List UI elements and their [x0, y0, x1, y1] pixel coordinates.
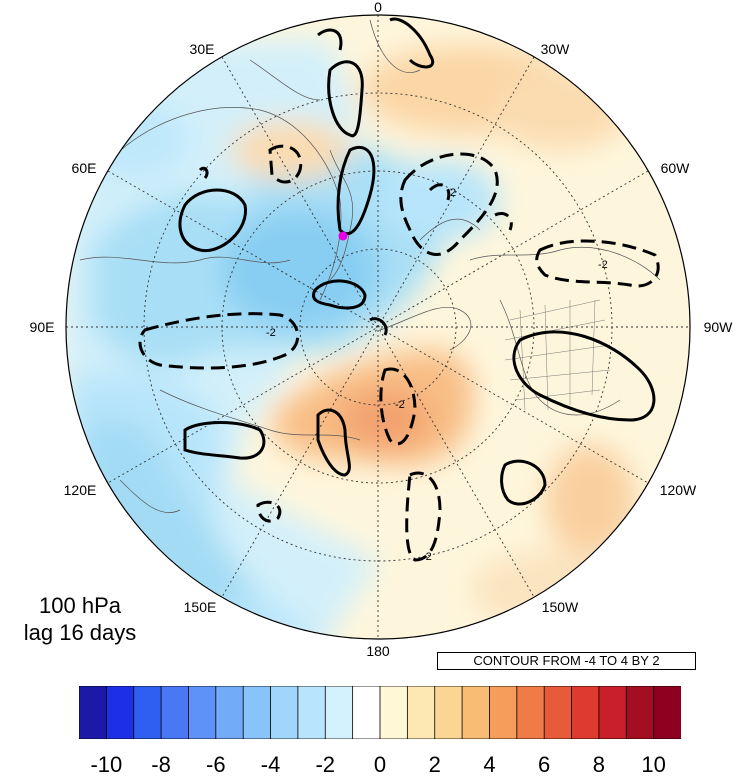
colorbar-swatch	[324, 686, 354, 739]
lon-label-120w: 120W	[660, 482, 697, 498]
colorbar-tick-label: -6	[206, 752, 226, 777]
colorbar-swatch	[297, 686, 326, 739]
lon-label-150w: 150W	[542, 599, 579, 615]
colorbar	[79, 686, 681, 739]
colorbar-swatch	[270, 686, 299, 739]
negative-contours	[138, 144, 660, 562]
colorbar-swatch	[215, 686, 244, 739]
colorbar-tick-label: -10	[90, 752, 123, 777]
longitude-labels: 0 30W 60W 90W 120W 150W 180 150E 120E 90…	[30, 0, 734, 659]
colorbar-tick-label: 8	[592, 752, 606, 777]
contour-info-box: CONTOUR FROM -4 TO 4 BY 2	[437, 652, 696, 670]
lon-label-30w: 30W	[541, 41, 571, 57]
contour-labels: -2 2 -2 -2 -2	[266, 187, 608, 563]
colorbar-swatch	[379, 686, 409, 739]
lon-label-90w: 90W	[704, 319, 734, 335]
colorbar-swatch	[79, 686, 108, 739]
positive-contours	[178, 17, 656, 506]
lon-label-180: 180	[366, 643, 390, 659]
colorbar-swatch	[571, 686, 600, 739]
contour-label: -2	[598, 259, 608, 271]
colorbar-swatch	[543, 686, 573, 739]
lon-label-30e: 30E	[190, 41, 215, 57]
caption-lag: lag 16 days	[23, 620, 137, 645]
colorbar-swatch	[352, 686, 381, 739]
colorbar-swatch	[133, 686, 162, 739]
colorbar-swatch	[160, 686, 190, 739]
colorbar-swatch	[242, 686, 272, 739]
colorbar-swatch	[516, 686, 545, 739]
caption-level: 100 hPa	[39, 593, 121, 618]
colorbar-swatch	[188, 686, 217, 739]
colorbar-tick-label: -4	[260, 752, 281, 777]
colorbar-swatch	[625, 686, 655, 739]
contour-label: -2	[266, 327, 276, 339]
colorbar-swatch	[461, 686, 491, 739]
contour-label: 2	[450, 187, 456, 199]
region-grid	[504, 299, 611, 411]
colorbar-swatch	[489, 686, 518, 739]
lon-label-150e: 150E	[184, 599, 217, 615]
colorbar-tick-label: -2	[315, 752, 336, 777]
colorbar-swatch	[434, 686, 463, 739]
colorbar-tick-labels: -10 -8 -6 -4 -2 0 2 4 6 8 10	[0, 752, 736, 782]
colorbar-tick-label: 2	[428, 752, 441, 777]
colorbar-swatch	[406, 686, 436, 739]
graticule	[66, 15, 690, 639]
colorbar-swatch	[598, 686, 627, 739]
contour-label: -2	[422, 551, 432, 563]
lon-label-60e: 60E	[72, 160, 97, 176]
colorbar-tick-label: 0	[373, 752, 387, 777]
colorbar-tick-label: 6	[538, 752, 551, 777]
colorbar-swatch	[653, 686, 681, 739]
coastlines	[79, 19, 661, 513]
map-boundary	[65, 14, 691, 640]
location-marker	[338, 231, 348, 241]
colorbar-tick-label: 4	[483, 752, 496, 777]
colorbar-tick-label: -8	[151, 752, 171, 777]
contour-label: -2	[395, 399, 405, 411]
colorbar-tick-label: 10	[641, 752, 666, 777]
colorbar-swatch	[105, 686, 135, 739]
lon-label-60w: 60W	[661, 160, 691, 176]
lon-label-120e: 120E	[64, 482, 97, 498]
plot-caption: 100 hPa lag 16 days	[0, 592, 160, 646]
lon-label-0: 0	[374, 0, 382, 15]
lon-label-90e: 90E	[30, 319, 55, 335]
